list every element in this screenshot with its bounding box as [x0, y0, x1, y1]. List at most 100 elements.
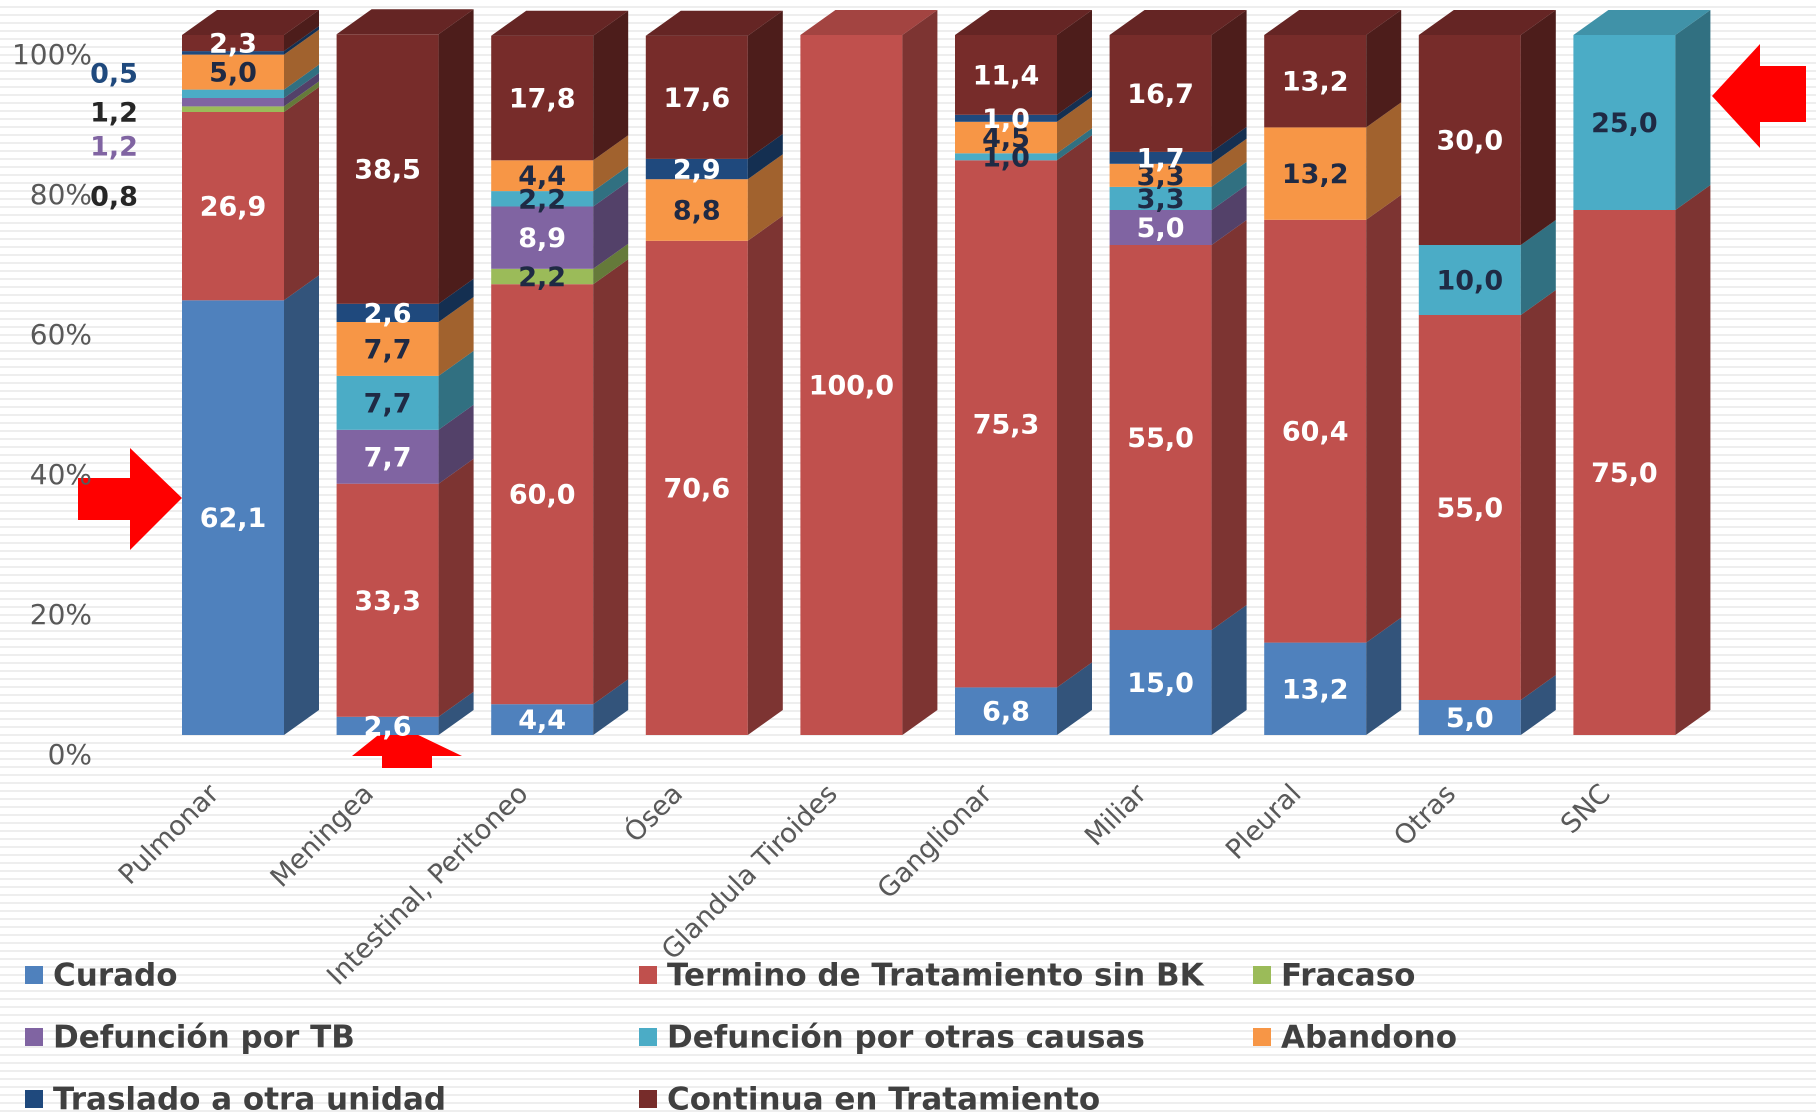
- bar-side: [1366, 194, 1402, 643]
- bar-side: [1211, 138, 1247, 187]
- bar-segment: [1109, 186, 1212, 210]
- bar-side: [1057, 135, 1092, 688]
- data-label: 55,0: [1127, 423, 1194, 454]
- data-label: 75,3: [973, 409, 1040, 440]
- legend-swatch: [639, 966, 657, 984]
- bar-segment: [1418, 315, 1521, 700]
- bar-side: [593, 166, 629, 207]
- bar-segment: [1264, 219, 1367, 643]
- bar-segment: [1109, 151, 1212, 164]
- bar-side: [1675, 10, 1711, 210]
- bar-side: [438, 9, 474, 304]
- data-label: 1,2: [90, 98, 138, 129]
- bar-segment: [491, 160, 594, 192]
- legend-swatch: [25, 1090, 43, 1108]
- data-label: 7,7: [364, 442, 412, 473]
- bar-segment: [1573, 210, 1676, 735]
- data-label: 4,4: [518, 161, 566, 192]
- data-label: 5,0: [209, 58, 257, 89]
- bar-side: [1211, 10, 1247, 152]
- bar-side: [1057, 128, 1092, 161]
- legend-swatch: [639, 1028, 657, 1046]
- annotations: [78, 44, 1806, 768]
- bar-side: [747, 10, 783, 159]
- data-label: 75,0: [1591, 458, 1658, 489]
- y-tick-label: 20%: [30, 598, 92, 631]
- y-tick-label: 100%: [12, 38, 92, 71]
- bar-side: [1057, 10, 1092, 115]
- data-label: 38,5: [354, 155, 421, 186]
- bar-segment: [1418, 700, 1521, 735]
- bar-side: [1366, 102, 1402, 220]
- bar-segment: [336, 303, 439, 322]
- bar-segment: [182, 112, 284, 301]
- bar-side: [1366, 617, 1402, 735]
- legend-label: Fracaso: [1281, 958, 1415, 994]
- legend-label: Curado: [53, 958, 178, 994]
- bar-side: [284, 64, 319, 98]
- bar-side: [593, 679, 629, 735]
- data-label: 1,2: [90, 132, 138, 163]
- bar-side: [1211, 126, 1247, 164]
- bar-side: [593, 243, 629, 285]
- bar-segment: [182, 51, 284, 55]
- bar-top: [336, 9, 474, 35]
- bar-side: [438, 350, 474, 430]
- bar-side: [747, 215, 783, 736]
- bar-segment: [1109, 163, 1212, 187]
- legend-label: Continua en Tratamiento: [667, 1082, 1100, 1117]
- bar-segment: [955, 153, 1057, 161]
- bar-segment: [1109, 630, 1212, 735]
- data-label: 8,9: [518, 223, 566, 254]
- bar-segment: [1264, 127, 1367, 220]
- data-label: 2,2: [518, 184, 566, 215]
- data-label: 13,2: [1282, 159, 1349, 190]
- arrow-right: [78, 448, 182, 550]
- legend-swatch: [639, 1090, 657, 1108]
- bar-side: [284, 26, 319, 55]
- data-label: 62,1: [200, 503, 267, 534]
- bar-side: [593, 135, 629, 192]
- data-label: 15,0: [1127, 668, 1194, 699]
- data-label: 2,3: [209, 29, 257, 60]
- data-label: 4,5: [982, 123, 1030, 154]
- bar-segment: [1109, 210, 1212, 245]
- bar-side: [1675, 185, 1711, 735]
- legend-label: Abandono: [1281, 1020, 1457, 1056]
- bar-side: [902, 10, 938, 735]
- data-label: 2,9: [673, 155, 721, 186]
- x-tick-label: Ganglionar: [872, 778, 999, 905]
- bar-side: [1057, 96, 1092, 154]
- data-label: 8,8: [673, 196, 721, 227]
- bar-side: [747, 154, 783, 241]
- bar-top: [1264, 10, 1402, 35]
- bar-side: [284, 275, 319, 735]
- bar-segment: [182, 35, 284, 52]
- x-tick-label: Pleural: [1220, 778, 1307, 865]
- bar-segment: [1264, 35, 1367, 128]
- bar-segment: [955, 35, 1057, 115]
- x-tick-label: SNC: [1555, 778, 1617, 840]
- bar-top: [645, 10, 783, 36]
- bar-side: [1211, 220, 1247, 630]
- data-label: 26,9: [200, 192, 267, 223]
- data-label: 1,0: [982, 142, 1030, 173]
- bar-segment: [491, 704, 594, 735]
- bar-side: [1211, 161, 1247, 210]
- bar-side: [593, 181, 629, 269]
- data-label: 5,0: [1137, 213, 1185, 244]
- data-label: 16,7: [1127, 79, 1194, 110]
- bar-side: [593, 10, 629, 161]
- bar-segment: [955, 114, 1057, 122]
- x-tick-label: Miliar: [1079, 778, 1153, 852]
- y-tick-label: 0%: [48, 738, 92, 771]
- bar-segment: [955, 687, 1057, 735]
- data-label: 7,7: [364, 388, 412, 419]
- bar-top: [1573, 10, 1711, 35]
- data-label: 17,6: [663, 83, 730, 114]
- legend-swatch: [25, 966, 43, 984]
- data-label: 2,2: [518, 262, 566, 293]
- legend-swatch: [25, 1028, 43, 1046]
- data-label: 30,0: [1436, 126, 1503, 157]
